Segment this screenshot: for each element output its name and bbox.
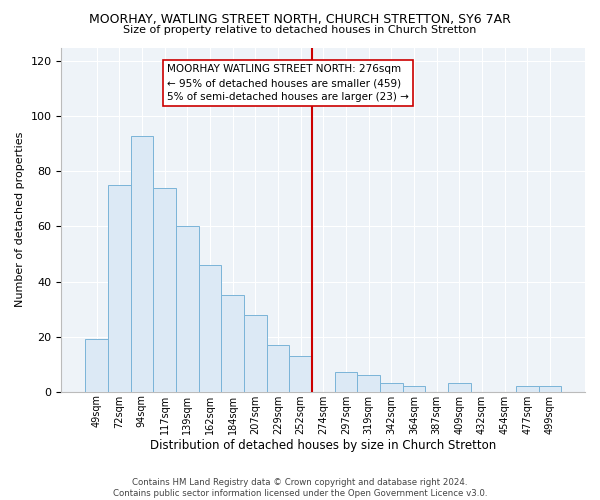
Bar <box>108 185 131 392</box>
Bar <box>289 356 312 392</box>
Bar <box>357 375 380 392</box>
Bar <box>176 226 199 392</box>
Bar <box>131 136 153 392</box>
Text: Contains HM Land Registry data © Crown copyright and database right 2024.
Contai: Contains HM Land Registry data © Crown c… <box>113 478 487 498</box>
X-axis label: Distribution of detached houses by size in Church Stretton: Distribution of detached houses by size … <box>150 440 496 452</box>
Text: Size of property relative to detached houses in Church Stretton: Size of property relative to detached ho… <box>124 25 476 35</box>
Text: MOORHAY, WATLING STREET NORTH, CHURCH STRETTON, SY6 7AR: MOORHAY, WATLING STREET NORTH, CHURCH ST… <box>89 12 511 26</box>
Bar <box>403 386 425 392</box>
Bar <box>266 345 289 392</box>
Bar <box>335 372 357 392</box>
Y-axis label: Number of detached properties: Number of detached properties <box>15 132 25 308</box>
Bar <box>539 386 561 392</box>
Bar <box>244 314 266 392</box>
Bar <box>153 188 176 392</box>
Bar <box>448 384 470 392</box>
Bar <box>380 384 403 392</box>
Text: MOORHAY WATLING STREET NORTH: 276sqm
← 95% of detached houses are smaller (459)
: MOORHAY WATLING STREET NORTH: 276sqm ← 9… <box>167 64 409 102</box>
Bar <box>199 265 221 392</box>
Bar <box>221 296 244 392</box>
Bar <box>85 340 108 392</box>
Bar <box>516 386 539 392</box>
